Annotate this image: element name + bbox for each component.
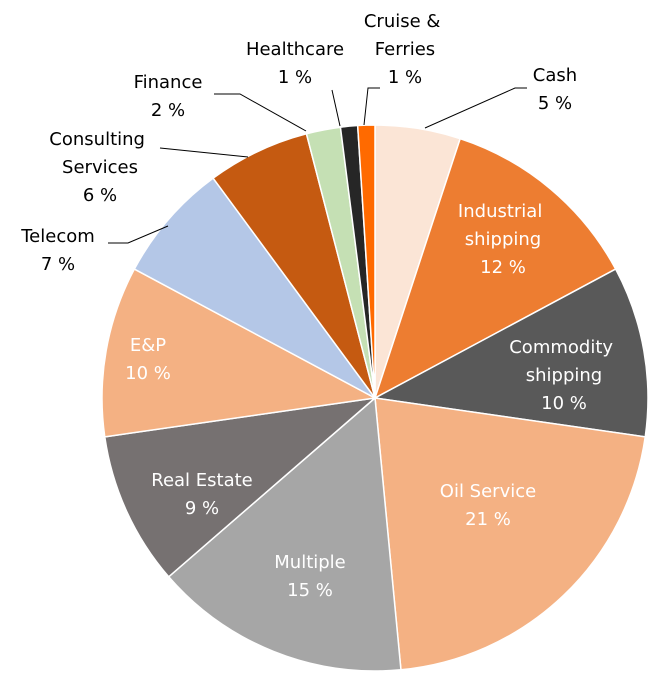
pie-slice xyxy=(167,396,402,672)
slice-label: Real Estate xyxy=(151,470,253,491)
label-line: Commodity xyxy=(509,337,619,358)
slice-label: Cruise & Ferries xyxy=(364,11,446,60)
slice-label: Industrial shipping xyxy=(458,201,548,250)
value-label: 1 % xyxy=(278,67,312,88)
slice-label: Multiple xyxy=(274,552,346,573)
value-label: 1 % xyxy=(388,67,422,88)
pie-slice xyxy=(133,177,376,399)
value-label: 10 % xyxy=(125,363,171,384)
slice-label: Finance xyxy=(134,72,203,93)
pie-slice xyxy=(356,124,376,399)
label-line: Cruise & xyxy=(364,11,446,32)
value-label: 9 % xyxy=(185,498,219,519)
leader-line xyxy=(424,87,527,129)
leader-line xyxy=(108,225,169,244)
slice-label: E&P xyxy=(130,335,166,356)
label-line: Consulting xyxy=(49,129,150,150)
slice-label: Healthcare xyxy=(246,39,344,60)
pie-slice xyxy=(103,396,378,578)
value-label: 10 % xyxy=(541,393,587,414)
slice-label: Commodity shipping xyxy=(509,337,619,386)
label-line: shipping xyxy=(526,365,602,386)
label-line: shipping xyxy=(465,229,541,250)
label-line: Services xyxy=(62,157,138,178)
value-label: 12 % xyxy=(480,257,526,278)
pie-slice xyxy=(374,397,647,671)
value-label: 7 % xyxy=(41,254,75,275)
slice-label: Telecom xyxy=(20,226,95,247)
pie-slice xyxy=(373,137,617,400)
value-label: 6 % xyxy=(83,185,117,206)
label-line: Ferries xyxy=(375,39,435,60)
slice-label: Consulting Services xyxy=(49,129,150,178)
pie-slice xyxy=(101,268,378,438)
leader-line xyxy=(214,93,307,132)
leader-line xyxy=(331,89,341,127)
leader-line xyxy=(159,147,249,158)
value-label: 5 % xyxy=(538,93,572,114)
pie-slice xyxy=(372,268,649,438)
slice-label: Cash xyxy=(533,65,577,86)
label-line: Industrial xyxy=(458,201,548,222)
slice-label: Oil Service xyxy=(440,481,536,502)
value-label: 2 % xyxy=(151,100,185,121)
value-label: 15 % xyxy=(287,580,333,601)
leader-line xyxy=(363,87,380,126)
value-label: 21 % xyxy=(465,509,511,530)
